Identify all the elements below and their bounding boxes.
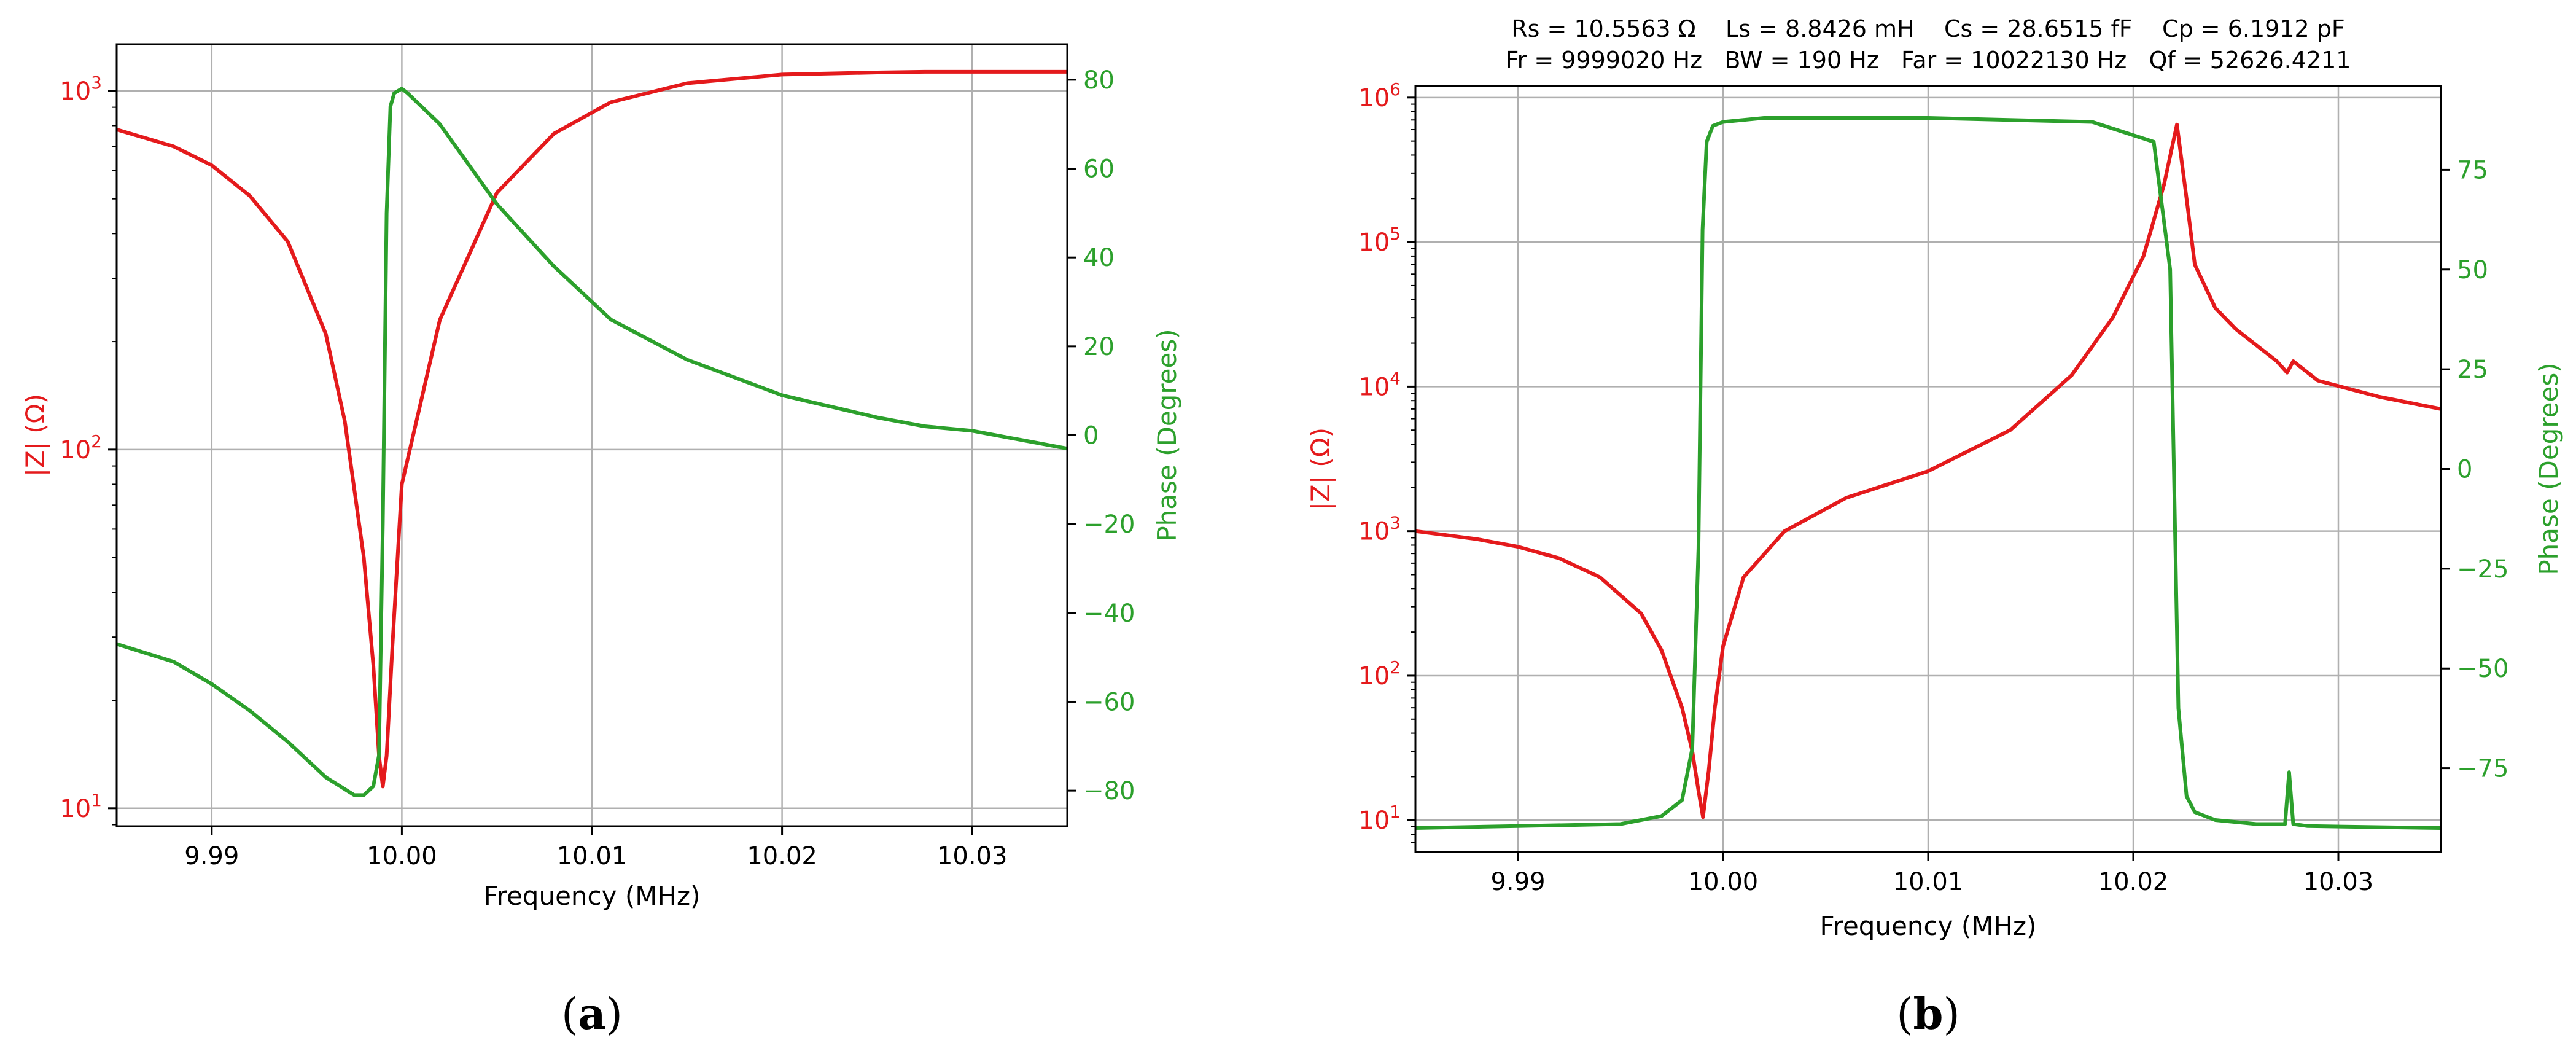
y-left-tick-exponent: 3	[1390, 513, 1401, 533]
y-right-tick-label: −50	[2457, 655, 2508, 683]
y-right-tick-label: 40	[1083, 244, 1115, 272]
y-right-tick-label: −40	[1083, 600, 1135, 628]
x-tick-label: 9.99	[184, 842, 239, 870]
x-tick-label: 10.00	[367, 842, 437, 870]
chart-b-panel-letter: b	[1913, 988, 1944, 1039]
y-left-tick-base: 10	[1358, 229, 1390, 257]
y-right-tick-label: 0	[1083, 422, 1099, 450]
chart-b-info-line-1: Rs = 10.5563 Ω Ls = 8.8426 mH Cs = 28.65…	[1511, 15, 2344, 42]
y-right-tick-label: −60	[1083, 688, 1135, 716]
y-left-tick-exponent: 1	[91, 790, 102, 810]
y-right-tick-label: 60	[1083, 155, 1115, 184]
chart-a-grid-y	[117, 90, 1067, 810]
y-left-tick-exponent: 4	[1390, 368, 1401, 388]
y-left-tick-base: 10	[60, 436, 91, 464]
chart-b-info-line-2: Fr = 9999020 Hz BW = 190 Hz Far = 100221…	[1506, 47, 2351, 74]
y-left-tick-base: 10	[60, 77, 91, 106]
y-left-tick-label: 101	[60, 790, 102, 823]
x-tick-label: 10.01	[1893, 868, 1964, 896]
y-right-tick-label: 25	[2457, 356, 2488, 384]
chart-a-y-left-axis-label: |Z| (Ω)	[20, 394, 50, 477]
chart-b-y-right-axis-label: Phase (Degrees)	[2534, 362, 2564, 575]
chart-a-panel-label: (a)	[561, 988, 623, 1039]
chart-a-series-impedance-line	[116, 69, 1067, 789]
y-left-tick-label: 103	[1358, 513, 1401, 546]
chart-a-x-ticks: 9.99 10.00 10.01 10.02 10.03	[184, 826, 1007, 870]
y-left-tick-exponent: 6	[1390, 79, 1401, 100]
chart-b-grid-x	[1517, 86, 2340, 852]
y-left-tick-base: 10	[60, 795, 91, 823]
y-left-tick-label: 103	[60, 72, 102, 106]
y-left-tick-label: 102	[60, 431, 102, 464]
y-left-tick-label: 101	[1358, 802, 1401, 835]
chart-a-y-right-ticks: −80 −60 −40 −20 0 20 40 60 80	[1067, 66, 1135, 805]
x-tick-label: 10.02	[747, 842, 817, 870]
chart-b-x-ticks: 9.99 10.00 10.01 10.02 10.03	[1490, 852, 2373, 896]
y-left-tick-exponent: 2	[91, 431, 102, 451]
chart-a-series-phase-line	[116, 87, 1068, 797]
chart-b-x-axis-label: Frequency (MHz)	[1820, 911, 2037, 941]
chart-b-y-left-axis-label: |Z| (Ω)	[1306, 428, 1336, 510]
chart-a-y-right-axis-label: Phase (Degrees)	[1152, 329, 1182, 541]
y-right-tick-label: −20	[1083, 510, 1135, 539]
y-left-tick-label: 104	[1358, 368, 1401, 401]
y-right-tick-label: 20	[1083, 333, 1115, 361]
y-right-tick-label: −80	[1083, 777, 1135, 805]
y-left-tick-exponent: 5	[1390, 224, 1401, 244]
y-right-tick-label: 50	[2457, 256, 2488, 284]
y-right-tick-label: 80	[1083, 66, 1115, 95]
chart-a-x-axis-label: Frequency (MHz)	[484, 881, 701, 911]
chart-b-y-right-ticks: −75 −50 −25 0 25 50 75	[2441, 156, 2508, 783]
x-tick-label: 10.00	[1688, 868, 1759, 896]
y-right-tick-label: 75	[2457, 156, 2488, 184]
y-left-tick-label: 105	[1358, 224, 1401, 257]
y-left-tick-label: 106	[1358, 79, 1401, 112]
y-left-tick-base: 10	[1358, 84, 1390, 112]
x-tick-label: 10.03	[937, 842, 1008, 870]
y-left-tick-base: 10	[1358, 662, 1390, 690]
y-left-tick-base: 10	[1358, 807, 1390, 835]
y-left-tick-label: 102	[1358, 657, 1401, 690]
x-tick-label: 9.99	[1490, 868, 1545, 896]
y-left-tick-exponent: 3	[91, 72, 102, 93]
y-left-tick-exponent: 1	[1390, 802, 1401, 822]
y-left-tick-exponent: 2	[1390, 657, 1401, 678]
y-right-tick-label: 0	[2457, 456, 2472, 484]
x-tick-label: 10.01	[557, 842, 628, 870]
y-left-tick-base: 10	[1358, 373, 1390, 401]
x-tick-label: 10.03	[2303, 868, 2374, 896]
chart-b-grid-y	[1415, 96, 2441, 821]
y-right-tick-label: −25	[2457, 555, 2508, 584]
chart-b-panel-label: (b)	[1896, 988, 1960, 1039]
chart-a-panel-letter: a	[578, 988, 605, 1039]
x-tick-label: 10.02	[2098, 868, 2169, 896]
chart-b-series-phase-line	[1415, 116, 2442, 830]
chart-b: Rs = 10.5563 Ω Ls = 8.8426 mH Cs = 28.65…	[1306, 15, 2564, 1039]
chart-a-grid-x	[211, 44, 973, 826]
chart-b-series-impedance-line	[1415, 122, 2442, 819]
y-right-tick-label: −75	[2457, 755, 2508, 783]
y-left-tick-base: 10	[1358, 518, 1390, 546]
